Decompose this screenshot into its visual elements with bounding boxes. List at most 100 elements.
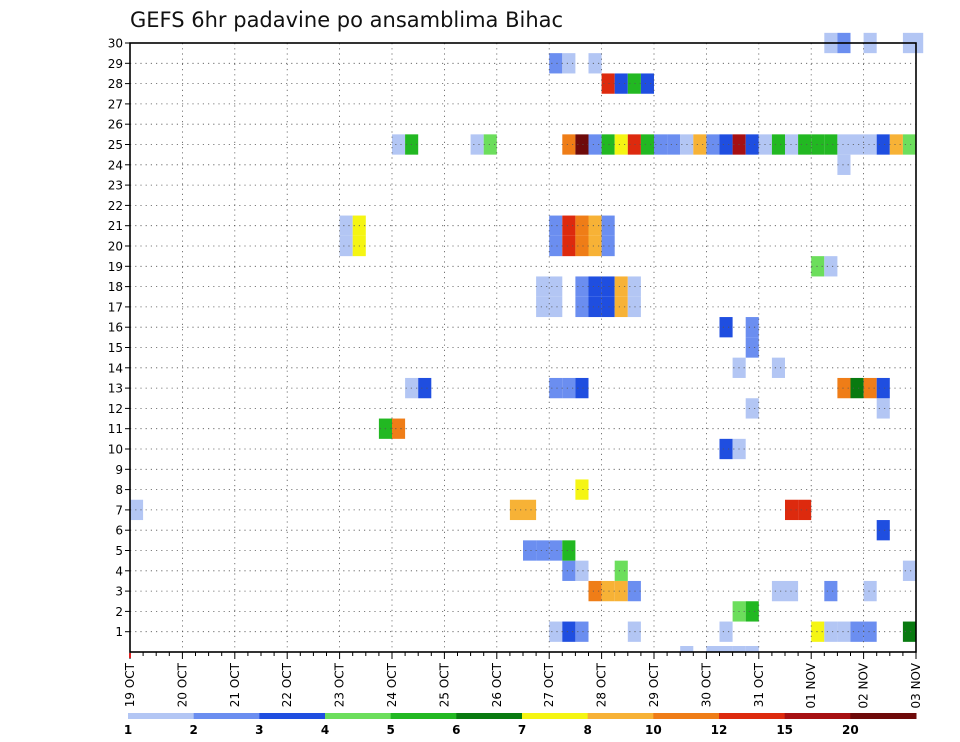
cell-member-18 xyxy=(627,276,641,297)
x-tick-label: 24 OCT xyxy=(385,662,399,707)
cell-member-18 xyxy=(588,276,602,297)
cell-member-19 xyxy=(811,256,825,277)
cell-member-29 xyxy=(549,53,563,74)
x-tick-label: 27 OCT xyxy=(542,662,556,707)
legend-swatch xyxy=(325,713,392,719)
cell-member-17 xyxy=(575,296,589,318)
cell-member-17 xyxy=(614,296,628,318)
y-tick-label: 6 xyxy=(115,524,123,538)
y-tick-label: 17 xyxy=(108,300,123,314)
legend-label: 4 xyxy=(321,723,329,737)
cell-below-axis xyxy=(745,646,759,652)
cell-member-4 xyxy=(614,560,628,581)
y-tick-label: 3 xyxy=(115,585,123,599)
cell-member-19 xyxy=(824,256,838,277)
cell-member-25 xyxy=(876,134,890,155)
cell-member-11 xyxy=(392,418,406,439)
cell-member-5 xyxy=(523,540,537,561)
chart-title: GEFS 6hr padavine po ansamblima Bihac xyxy=(130,8,563,32)
cell-member-25 xyxy=(601,134,615,155)
x-tick-label: 29 OCT xyxy=(647,662,661,707)
x-tick-label: 22 OCT xyxy=(280,662,294,707)
y-tick-label: 9 xyxy=(115,463,123,477)
cell-member-29 xyxy=(562,53,576,74)
cell-member-10 xyxy=(719,438,733,460)
legend-swatch xyxy=(587,713,654,719)
cell-member-20 xyxy=(339,235,353,257)
cell-member-20 xyxy=(575,235,589,257)
y-tick-label: 11 xyxy=(108,422,123,436)
legend-swatch xyxy=(390,713,457,719)
cell-member-18 xyxy=(614,276,628,297)
cell-member-13 xyxy=(418,377,432,399)
cell-member-25 xyxy=(745,134,759,155)
cell-member-25 xyxy=(627,134,641,155)
cell-member-1 xyxy=(863,621,877,642)
cell-below-axis xyxy=(719,646,733,652)
cell-member-6 xyxy=(876,520,890,541)
cell-member-1 xyxy=(575,621,589,642)
cell-member-3 xyxy=(614,580,628,602)
y-tick-label: 13 xyxy=(108,382,123,396)
cell-member-25 xyxy=(837,134,851,155)
y-tick-label: 30 xyxy=(108,37,123,51)
cell-member-1 xyxy=(627,621,641,642)
legend-label: 20 xyxy=(842,723,859,737)
cell-member-17 xyxy=(627,296,641,318)
x-tick-label: 03 NOV xyxy=(909,662,923,708)
x-tick-label: 23 OCT xyxy=(333,662,347,707)
cell-member-13 xyxy=(837,377,851,399)
cell-member-25 xyxy=(693,134,707,155)
cell-member-17 xyxy=(601,296,615,318)
y-tick-label: 18 xyxy=(108,280,123,294)
color-legend: 1 2 3 4 5 6 7 8 10 12 15 20 xyxy=(124,713,917,737)
cell-member-1 xyxy=(837,621,851,642)
cell-member-7 xyxy=(798,499,812,521)
y-tick-label: 21 xyxy=(108,219,123,233)
y-tick-label: 2 xyxy=(115,605,123,619)
cell-member-12 xyxy=(745,398,759,419)
cell-member-21 xyxy=(549,215,563,236)
cell-member-25 xyxy=(850,134,864,155)
cell-member-7 xyxy=(130,499,144,521)
legend-label: 10 xyxy=(645,723,662,737)
y-tick-label: 5 xyxy=(115,544,123,558)
cell-member-3 xyxy=(771,580,785,602)
legend-swatch xyxy=(653,713,720,719)
cell-member-14 xyxy=(771,357,785,378)
y-tick-label: 14 xyxy=(108,361,123,375)
cell-member-13 xyxy=(863,377,877,399)
cell-member-25 xyxy=(719,134,733,155)
cell-member-12 xyxy=(876,398,890,419)
cell-member-25 xyxy=(771,134,785,155)
legend-label: 7 xyxy=(518,723,526,737)
cell-member-5 xyxy=(549,540,563,561)
y-tick-label: 29 xyxy=(108,57,123,71)
cell-member-25 xyxy=(588,134,602,155)
cell-member-5 xyxy=(562,540,576,561)
cell-member-4 xyxy=(562,560,576,581)
cell-member-16 xyxy=(745,317,759,338)
cell-member-21 xyxy=(588,215,602,236)
y-tick-label: 24 xyxy=(108,158,123,172)
cell-below-axis xyxy=(732,646,746,652)
y-tick-label: 23 xyxy=(108,179,123,193)
legend-label: 12 xyxy=(711,723,728,737)
y-tick-label: 20 xyxy=(108,240,123,254)
y-tick-label: 15 xyxy=(108,341,123,355)
x-tick-label: 01 NOV xyxy=(804,662,818,708)
cell-member-17 xyxy=(588,296,602,318)
cell-member-25 xyxy=(483,134,497,155)
legend-swatch xyxy=(259,713,326,719)
y-tick-label: 27 xyxy=(108,97,123,111)
cell-member-21 xyxy=(575,215,589,236)
cell-member-29 xyxy=(588,53,602,74)
legend-swatch xyxy=(456,713,523,719)
cell-member-25 xyxy=(640,134,654,155)
cell-member-1 xyxy=(850,621,864,642)
x-tick-label: 19 OCT xyxy=(123,662,137,707)
cell-member-13 xyxy=(876,377,890,399)
y-axis-ticks: 1234567891011121314151617181920212223242… xyxy=(108,37,130,639)
cell-member-25 xyxy=(811,134,825,155)
y-tick-label: 22 xyxy=(108,199,123,213)
